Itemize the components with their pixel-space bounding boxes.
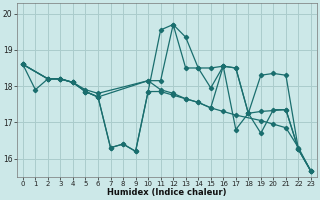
X-axis label: Humidex (Indice chaleur): Humidex (Indice chaleur) — [107, 188, 227, 197]
